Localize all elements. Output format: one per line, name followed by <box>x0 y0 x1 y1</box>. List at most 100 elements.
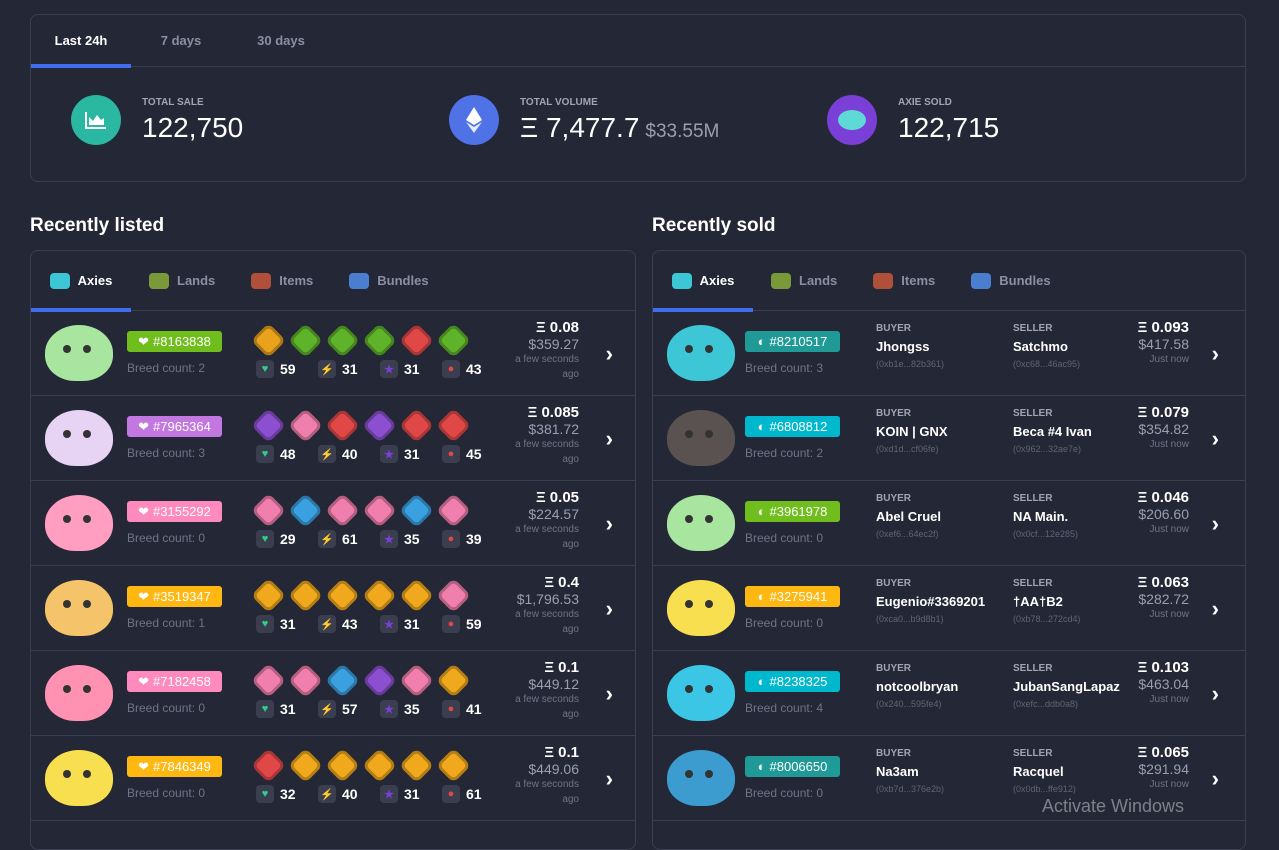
stat-value: 31 <box>280 701 296 717</box>
tab-axies[interactable]: Axies <box>653 251 753 312</box>
price: Ξ 0.103 $463.04 Just now <box>1109 659 1189 707</box>
buyer: BUYER KOIN | GNX (0xd1d...cf06fe) <box>876 408 948 454</box>
ethereum-icon <box>449 95 499 145</box>
class-icon: ◐ <box>757 504 766 519</box>
seller-name[interactable]: Satchmo <box>1013 339 1068 354</box>
chevron-right-icon[interactable]: › <box>1211 341 1219 366</box>
tab-lands[interactable]: Lands <box>753 251 855 310</box>
seller: SELLER JubanSangLapaz (0xefc...ddb0a8) <box>1013 663 1120 709</box>
stat-bolt: ⚡ 57 <box>318 700 380 718</box>
tab-items[interactable]: Items <box>855 251 953 310</box>
sold-axie-row[interactable]: ◐ #8210517 Breed count: 3 BUYER Jhongss (0x… <box>653 311 1245 396</box>
stat-value: 31 <box>280 616 296 632</box>
buyer-name[interactable]: Jhongss <box>876 339 930 354</box>
listed-axie-row[interactable]: ❤ #7846349 Breed count: 0 ♥ 32 ⚡ 40 ★ 31 ● 61 Ξ … <box>31 736 635 821</box>
tab-items[interactable]: Items <box>233 251 331 310</box>
chevron-right-icon[interactable]: › <box>605 681 613 706</box>
seller-address: (0x0cf...12e285) <box>1013 529 1079 539</box>
listed-axie-row[interactable]: ❤ #8163838 Breed count: 2 ♥ 59 ⚡ 31 ★ 31 ● 43 Ξ … <box>31 311 635 396</box>
fire-icon: ● <box>442 700 460 718</box>
tab-bundles[interactable]: Bundles <box>331 251 446 310</box>
body-part-icon <box>361 322 398 359</box>
eth-price: Ξ 0.079 <box>1137 404 1189 421</box>
sold-axie-row[interactable]: ◐ #8238325 Breed count: 4 BUYER notcoolbry… <box>653 651 1245 736</box>
stat-value: 40 <box>342 786 358 802</box>
tab-label: Bundles <box>377 273 429 288</box>
buyer-label: BUYER <box>876 493 912 504</box>
tab-bundles[interactable]: Bundles <box>953 251 1068 310</box>
sold-axie-row[interactable]: ◐ #3275941 Breed count: 0 BUYER Eugenio#33… <box>653 566 1245 651</box>
body-part-icon <box>324 577 361 614</box>
breed-count: Breed count: 2 <box>127 361 206 375</box>
axie-id: #3155292 <box>153 504 211 519</box>
axie-stats: ♥ 59 ⚡ 31 ★ 31 ● 43 <box>256 360 504 378</box>
buyer-label: BUYER <box>876 578 912 589</box>
usd-price: $224.57 <box>528 506 579 522</box>
body-part-icon <box>398 407 435 444</box>
chevron-right-icon[interactable]: › <box>605 766 613 791</box>
seller-name[interactable]: NA Main. <box>1013 509 1069 524</box>
total-sale-label: TOTAL SALE <box>142 96 204 108</box>
chevron-right-icon[interactable]: › <box>1211 511 1219 536</box>
recently-sold-panel: Axies Lands Items Bundles ◐ #8210517 Breed c… <box>652 250 1246 850</box>
axie-id-badge: ◐ #3961978 <box>745 501 840 522</box>
stat-fire: ● 39 <box>442 530 504 548</box>
stat-value: 59 <box>466 616 482 632</box>
axie-sold-value: 122,715 <box>898 111 1000 143</box>
sold-axie-row[interactable]: ◐ #3961978 Breed count: 0 BUYER Abel Cruel… <box>653 481 1245 566</box>
tab-last-24h[interactable]: Last 24h <box>31 15 131 68</box>
chevron-right-icon[interactable]: › <box>1211 681 1219 706</box>
chevron-right-icon[interactable]: › <box>1211 596 1219 621</box>
chevron-right-icon[interactable]: › <box>605 511 613 536</box>
axie-id-badge: ◐ #8006650 <box>745 756 840 777</box>
sold-axie-row[interactable]: ◐ #8006650 Breed count: 0 BUYER Na3am (0xb7… <box>653 736 1245 821</box>
listed-axie-row[interactable]: ❤ #7965364 Breed count: 3 ♥ 48 ⚡ 40 ★ 31 ● 45 Ξ … <box>31 396 635 481</box>
breed-count: Breed count: 0 <box>745 786 824 800</box>
chevron-right-icon[interactable]: › <box>1211 426 1219 451</box>
seller-name[interactable]: Racquel <box>1013 764 1064 779</box>
chevron-right-icon[interactable]: › <box>1211 766 1219 791</box>
buyer-name[interactable]: Eugenio#3369201 <box>876 594 986 609</box>
price: Ξ 0.08 $359.27 a few seconds ago <box>499 319 579 382</box>
body-part-icon <box>324 492 361 529</box>
stat-fire: ● 59 <box>442 615 504 633</box>
seller: SELLER NA Main. (0x0cf...12e285) <box>1013 493 1078 539</box>
seller-address: (0xefc...ddb0a8) <box>1013 699 1079 709</box>
tab-lands[interactable]: Lands <box>131 251 233 310</box>
stat-fire: ● 43 <box>442 360 504 378</box>
buyer-name[interactable]: Abel Cruel <box>876 509 942 524</box>
stat-value: 40 <box>342 446 358 462</box>
chevron-right-icon[interactable]: › <box>605 426 613 451</box>
axie-avatar <box>667 750 735 806</box>
seller-name[interactable]: Beca #4 Ivan <box>1013 424 1092 439</box>
sold-axie-row[interactable]: ◐ #6808812 Breed count: 2 BUYER KOIN | GNX… <box>653 396 1245 481</box>
tab-axies[interactable]: Axies <box>31 251 131 312</box>
seller-name[interactable]: JubanSangLapaz <box>1013 679 1120 694</box>
buyer-name[interactable]: notcoolbryan <box>876 679 959 694</box>
tab-label: Axies <box>77 273 113 288</box>
listed-axie-row[interactable]: ❤ #3519347 Breed count: 1 ♥ 31 ⚡ 43 ★ 31 ● 59 Ξ … <box>31 566 635 651</box>
buyer-name[interactable]: KOIN | GNX <box>876 424 948 439</box>
stat-value: 31 <box>404 786 420 802</box>
tab-label: Items <box>279 273 314 288</box>
listed-axie-row[interactable]: ❤ #3155292 Breed count: 0 ♥ 29 ⚡ 61 ★ 35 ● 39 Ξ … <box>31 481 635 566</box>
seller: SELLER Satchmo (0xc68...46ac95) <box>1013 323 1080 369</box>
chevron-right-icon[interactable]: › <box>605 596 613 621</box>
body-part-icon <box>361 407 398 444</box>
eth-price: Ξ 0.063 <box>1137 574 1189 591</box>
total-volume-value: Ξ 7,477.7 <box>520 111 640 143</box>
axie-icon <box>671 272 692 289</box>
seller-name[interactable]: †AA†B2 <box>1013 594 1063 609</box>
listed-axie-row[interactable]: ❤ #7182458 Breed count: 0 ♥ 31 ⚡ 57 ★ 35 ● 41 Ξ … <box>31 651 635 736</box>
heart-icon: ♥ <box>256 530 274 548</box>
buyer-name[interactable]: Na3am <box>876 764 919 779</box>
tab-30-days[interactable]: 30 days <box>257 33 305 48</box>
seller-address: (0xc68...46ac95) <box>1013 359 1081 369</box>
breed-count: Breed count: 3 <box>745 361 824 375</box>
fire-icon: ● <box>442 445 460 463</box>
chevron-right-icon[interactable]: › <box>605 341 613 366</box>
usd-price: $282.72 <box>1138 591 1189 607</box>
axie-id-badge: ◐ #3275941 <box>745 586 840 607</box>
tab-7-days[interactable]: 7 days <box>160 33 202 48</box>
class-icon: ◐ <box>757 674 766 689</box>
